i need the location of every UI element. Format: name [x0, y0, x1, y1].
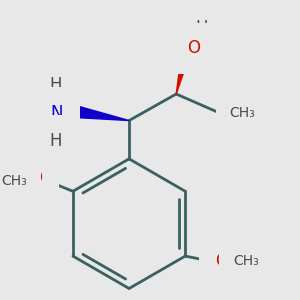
Text: O: O [216, 252, 229, 270]
Text: H: H [49, 76, 62, 94]
Text: CH₃: CH₃ [1, 174, 27, 188]
Text: H: H [49, 132, 62, 150]
Text: CH₃: CH₃ [233, 254, 259, 268]
Text: N: N [51, 104, 63, 122]
Text: CH₃: CH₃ [230, 106, 255, 120]
Text: O: O [30, 169, 43, 187]
Polygon shape [75, 106, 129, 121]
Text: H: H [195, 19, 208, 37]
Text: O: O [188, 39, 200, 57]
Polygon shape [176, 43, 193, 94]
